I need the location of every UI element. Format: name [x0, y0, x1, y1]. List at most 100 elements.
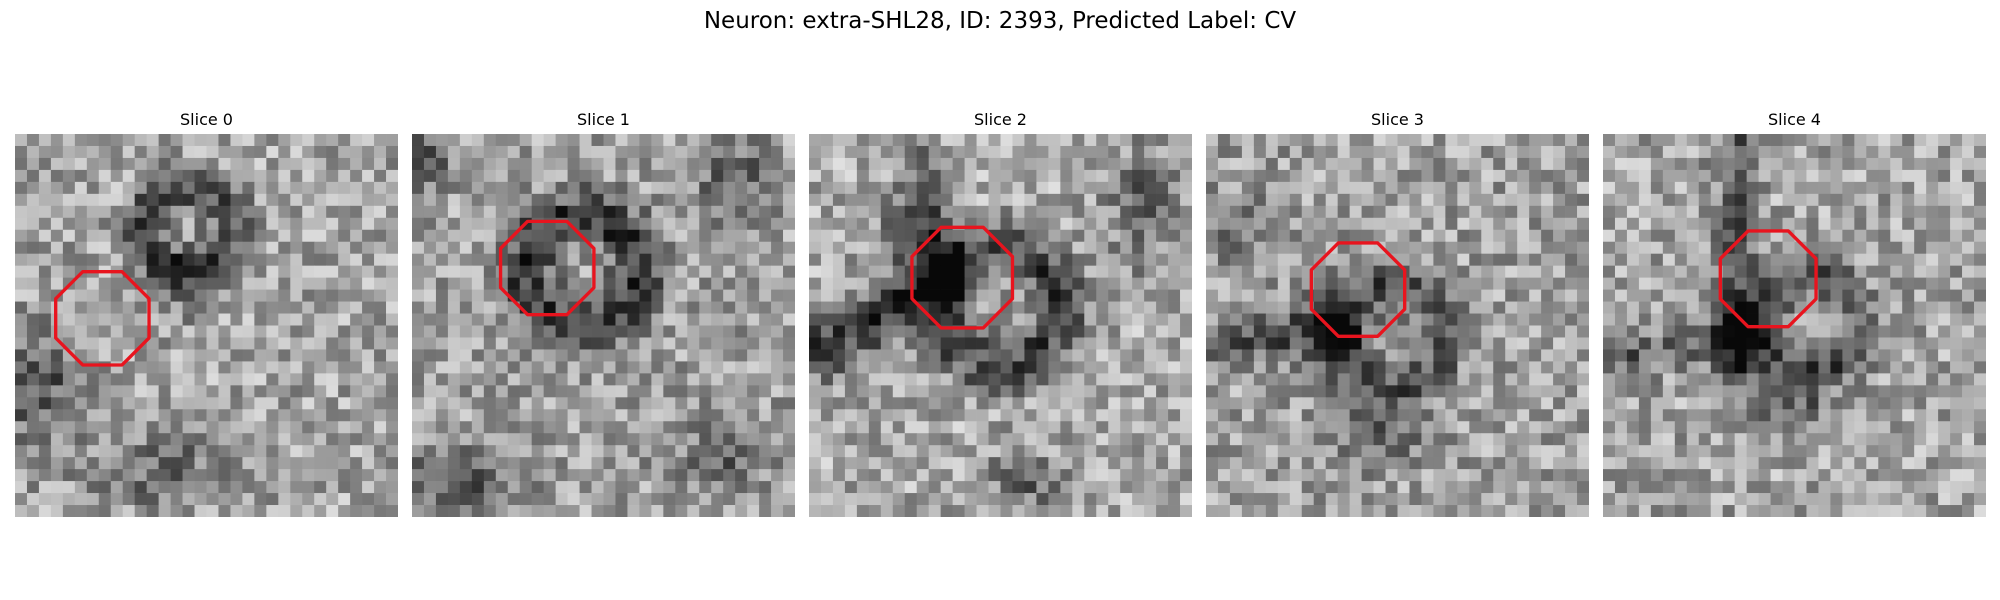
- pixel-cell: [783, 313, 795, 326]
- pixel-cell: [1626, 421, 1640, 434]
- pixel-cell: [1301, 253, 1315, 267]
- pixel-cell: [1229, 493, 1243, 506]
- pixel-cell: [1096, 505, 1109, 517]
- pixel-cell: [362, 445, 375, 458]
- pixel-cell: [832, 301, 846, 314]
- pixel-cell: [1156, 349, 1169, 362]
- pixel-cell: [615, 325, 628, 338]
- pixel-cell: [1890, 409, 1903, 422]
- pixel-cell: [1206, 313, 1219, 326]
- pixel-cell: [1084, 469, 1097, 482]
- pixel-cell: [1433, 289, 1446, 302]
- pixel-cell: [519, 445, 533, 458]
- pixel-cell: [1409, 289, 1422, 302]
- pixel-cell: [1337, 361, 1350, 374]
- pixel-cell: [314, 241, 327, 255]
- pixel-cell: [1180, 241, 1192, 255]
- pixel-cell: [868, 385, 882, 398]
- pixel-cell: [856, 385, 870, 398]
- pixel-cell: [519, 193, 533, 207]
- pixel-cell: [1385, 337, 1398, 350]
- pixel-cell: [531, 217, 545, 231]
- pixel-cell: [362, 313, 375, 326]
- pixel-cell: [1206, 289, 1219, 302]
- pixel-cell: [495, 229, 509, 243]
- pixel-cell: [1361, 277, 1374, 290]
- pixel-cell: [1241, 409, 1255, 422]
- pixel-cell: [278, 265, 291, 278]
- pixel-cell: [1397, 145, 1410, 159]
- pixel-cell: [1866, 265, 1879, 278]
- pixel-cell: [555, 397, 568, 410]
- pixel-cell: [976, 265, 989, 278]
- pixel-cell: [1132, 325, 1145, 338]
- pixel-cell: [1878, 373, 1891, 386]
- pixel-cell: [1421, 409, 1434, 422]
- pixel-cell: [1301, 157, 1315, 171]
- pixel-cell: [675, 481, 688, 494]
- pixel-cell: [1349, 349, 1362, 362]
- pixel-cell: [146, 385, 159, 398]
- pixel-cell: [182, 301, 195, 314]
- pixel-cell: [1108, 397, 1121, 410]
- pixel-cell: [916, 265, 930, 278]
- pixel-cell: [1603, 205, 1616, 219]
- pixel-cell: [1794, 397, 1807, 410]
- pixel-cell: [783, 481, 795, 494]
- pixel-cell: [916, 421, 930, 434]
- pixel-cell: [230, 337, 243, 350]
- pixel-cell: [771, 421, 784, 434]
- pixel-cell: [856, 277, 870, 290]
- pixel-cell: [928, 349, 942, 362]
- pixel-cell: [820, 289, 834, 302]
- pixel-cell: [1698, 157, 1712, 171]
- pixel-cell: [1409, 349, 1422, 362]
- pixel-cell: [579, 217, 592, 231]
- pixel-cell: [1012, 229, 1025, 243]
- pixel-cell: [1048, 205, 1061, 219]
- pixel-cell: [1818, 349, 1831, 362]
- pixel-cell: [940, 481, 953, 494]
- pixel-cell: [435, 349, 449, 362]
- pixel-cell: [242, 241, 255, 255]
- pixel-cell: [412, 493, 425, 506]
- pixel-cell: [567, 193, 580, 207]
- pixel-cell: [1229, 241, 1243, 255]
- pixel-cell: [1012, 493, 1025, 506]
- pixel-cell: [1878, 409, 1891, 422]
- pixel-cell: [350, 361, 363, 374]
- pixel-cell: [651, 205, 664, 219]
- pixel-cell: [928, 409, 942, 422]
- pixel-cell: [1698, 289, 1712, 302]
- pixel-cell: [555, 433, 568, 446]
- pixel-cell: [1758, 229, 1771, 243]
- pixel-cell: [735, 337, 748, 350]
- pixel-cell: [687, 337, 700, 350]
- pixel-cell: [1493, 193, 1506, 207]
- pixel-cell: [519, 325, 533, 338]
- pixel-cell: [1541, 421, 1554, 434]
- pixel-cell: [1349, 313, 1362, 326]
- pixel-cell: [771, 265, 784, 278]
- pixel-cell: [1385, 217, 1398, 231]
- pixel-cell: [242, 193, 255, 207]
- pixel-cell: [1036, 421, 1049, 434]
- pixel-cell: [1674, 397, 1688, 410]
- pixel-cell: [1397, 169, 1410, 183]
- pixel-cell: [254, 373, 267, 386]
- pixel-cell: [1541, 433, 1554, 446]
- pixel-cell: [531, 313, 545, 326]
- pixel-cell: [1457, 385, 1470, 398]
- pixel-cell: [1469, 469, 1482, 482]
- pixel-cell: [1529, 301, 1542, 314]
- pixel-cell: [1433, 193, 1446, 207]
- pixel-cell: [1746, 421, 1759, 434]
- pixel-cell: [1217, 457, 1231, 470]
- pixel-cell: [1938, 277, 1951, 290]
- pixel-cell: [759, 493, 772, 506]
- pixel-cell: [1974, 325, 1986, 338]
- pixel-cell: [844, 289, 858, 302]
- pixel-cell: [1048, 457, 1061, 470]
- pixel-cell: [182, 229, 195, 243]
- pixel-cell: [122, 181, 136, 195]
